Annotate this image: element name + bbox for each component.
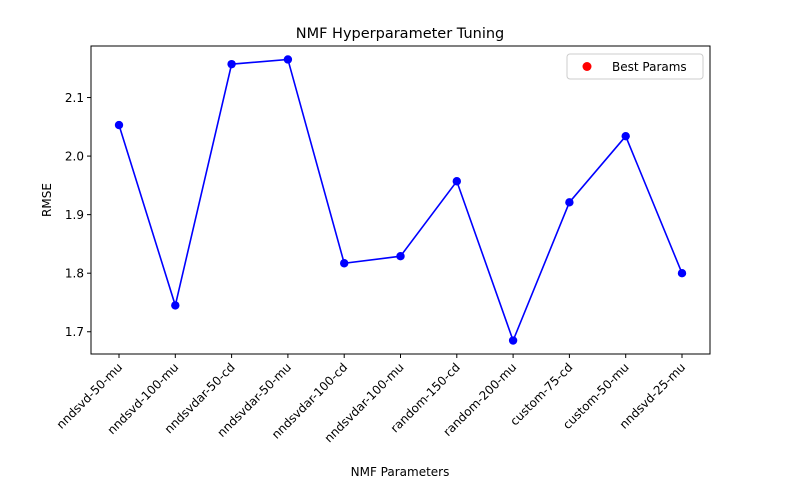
legend: Best Params [566,53,704,80]
legend-label-best-params: Best Params [612,60,687,74]
y-tick-label: 1.8 [65,267,84,281]
data-point [677,268,687,278]
y-tick-label: 2.0 [65,150,84,164]
data-point [508,336,518,345]
data-point [171,301,180,310]
data-point [227,59,236,69]
x-axis-title: NMF Parameters [351,465,450,479]
data-point [565,198,574,207]
legend-frame [566,53,704,80]
legend-marker-best-params [582,62,592,71]
series-layer [114,55,687,345]
data-point [340,259,349,268]
plot-area [90,45,711,355]
x-axis: nndsvd-50-munndsvd-100-munndsvdar-50-cdn… [54,354,688,445]
data-point [114,120,124,130]
chart-title: NMF Hyperparameter Tuning [296,26,505,42]
y-tick-label: 1.7 [65,325,84,339]
y-tick-label: 2.1 [65,91,84,105]
data-point [452,177,461,186]
y-tick-label: 1.9 [65,208,84,222]
data-point [396,252,405,261]
y-axis: 1.7 1.8 1.9 2.0 2.1 [65,91,91,339]
y-axis-title: RMSE [40,183,54,217]
data-point [283,55,293,64]
data-point [621,131,630,141]
